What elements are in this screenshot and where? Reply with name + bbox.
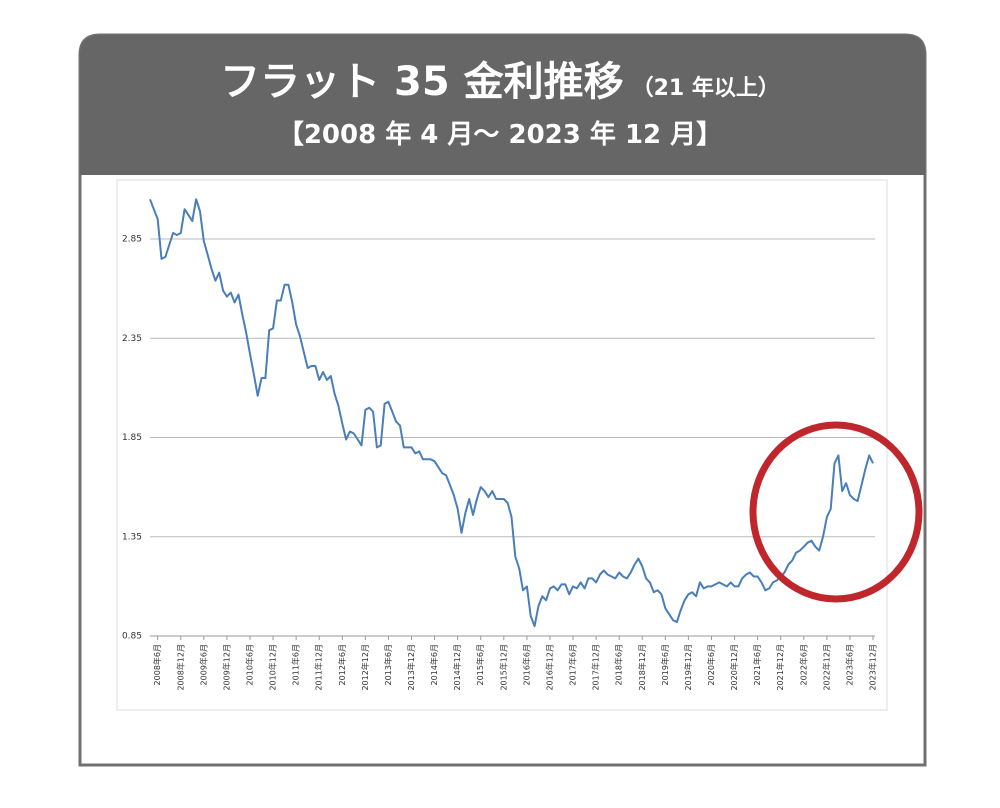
x-tick-label: 2021年6月 bbox=[752, 644, 762, 685]
x-tick-label: 2017年12月 bbox=[591, 644, 601, 691]
x-tick-label: 2010年6月 bbox=[244, 644, 254, 685]
x-tick-label: 2011年6月 bbox=[291, 644, 301, 685]
title-suffix: （21 年以上） bbox=[632, 75, 780, 101]
x-tick-label: 2009年6月 bbox=[198, 644, 208, 685]
x-tick-label: 2019年12月 bbox=[683, 644, 693, 691]
y-tick-label: 1.85 bbox=[122, 433, 142, 443]
x-tick-label: 2018年12月 bbox=[637, 644, 647, 691]
x-tick-label: 2016年6月 bbox=[521, 644, 531, 685]
x-tick-label: 2022年12月 bbox=[821, 644, 831, 691]
x-tick-label: 2009年12月 bbox=[221, 644, 231, 691]
y-tick-label: 2.85 bbox=[122, 235, 142, 245]
x-tick-label: 2013年6月 bbox=[383, 644, 393, 685]
x-tick-label: 2013年12月 bbox=[406, 644, 416, 691]
x-tick-label: 2016年12月 bbox=[544, 644, 554, 691]
line-series bbox=[149, 198, 874, 628]
x-tick-label: 2008年12月 bbox=[175, 644, 185, 691]
x-tick-label: 2017年6月 bbox=[568, 644, 578, 685]
x-tick-label: 2008年6月 bbox=[152, 644, 162, 685]
header bbox=[80, 35, 925, 175]
y-tick-label: 2.35 bbox=[122, 334, 142, 344]
x-tick-label: 2012年12月 bbox=[360, 644, 370, 691]
x-tick-label: 2011年12月 bbox=[314, 644, 324, 691]
x-tick-label: 2019年6月 bbox=[660, 644, 670, 685]
highlight-circle bbox=[749, 421, 923, 603]
y-tick-label: 0.85 bbox=[122, 632, 142, 642]
x-tick-label: 2015年12月 bbox=[498, 644, 508, 691]
x-tick-label: 2014年12月 bbox=[452, 644, 462, 691]
x-tick-label: 2020年6月 bbox=[706, 644, 716, 685]
x-tick-label: 2021年12月 bbox=[775, 644, 785, 691]
x-tick-label: 2015年6月 bbox=[475, 644, 485, 685]
x-tick-label: 2023年12月 bbox=[868, 644, 878, 691]
x-tick-label: 2010年12月 bbox=[268, 644, 278, 691]
x-tick-label: 2014年6月 bbox=[429, 644, 439, 685]
x-tick-label: 2022年6月 bbox=[798, 644, 808, 685]
title-main: フラット 35 金利推移 bbox=[220, 59, 624, 105]
x-tick-label: 2023年6月 bbox=[844, 644, 854, 685]
subtitle: 【2008 年 4 月～ 2023 年 12 月】 bbox=[278, 119, 722, 150]
x-tick-label: 2020年12月 bbox=[729, 644, 739, 691]
x-tick-label: 2018年6月 bbox=[614, 644, 624, 685]
x-tick-label: 2012年6月 bbox=[337, 644, 347, 685]
y-tick-label: 1.35 bbox=[122, 532, 142, 542]
chart-title: フラット 35 金利推移 （21 年以上） bbox=[220, 59, 780, 105]
